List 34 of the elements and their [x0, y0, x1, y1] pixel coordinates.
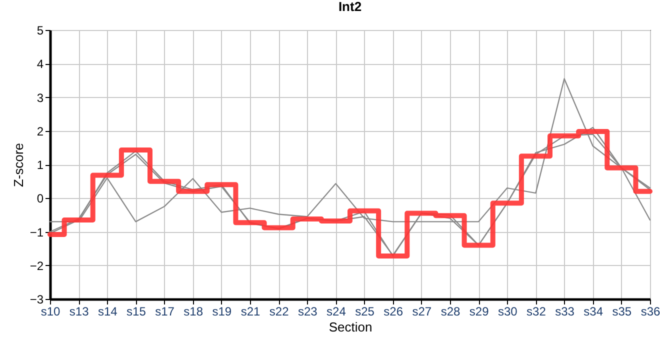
y-tick-label: 2: [36, 124, 44, 138]
x-tick-label: s23: [298, 304, 318, 318]
y-axis-title: Z-score: [10, 142, 26, 188]
x-tick-label: s32: [526, 304, 546, 318]
x-tick-label: s28: [440, 304, 460, 318]
y-tick-label: 5: [36, 24, 44, 38]
chart-title: Int2: [338, 0, 362, 14]
y-tick-label: −2: [30, 258, 44, 273]
x-tick-label: s22: [269, 304, 290, 318]
x-tick-label: s27: [412, 304, 432, 318]
x-tick-label: s29: [469, 304, 490, 318]
x-tick-label: s33: [555, 304, 575, 318]
x-tick-label: s34: [584, 304, 604, 318]
x-tick-label: s36: [640, 304, 660, 318]
x-tick-label: s17: [155, 304, 175, 318]
x-tick-label: s26: [384, 304, 404, 318]
x-tick-label: s24: [326, 304, 346, 318]
y-tick-label: 0: [36, 192, 44, 206]
x-tick-label: s35: [612, 304, 632, 318]
x-axis-title: Section: [328, 320, 372, 334]
y-tick-label: 3: [36, 90, 44, 105]
x-tick-label: s18: [184, 304, 204, 318]
x-tick-label: s25: [355, 304, 375, 318]
y-tick-label: −1: [30, 225, 44, 240]
x-tick-label: s30: [498, 304, 518, 318]
y-tick-label: −3: [30, 292, 44, 306]
x-tick-label: s14: [98, 304, 118, 318]
x-tick-label: s19: [212, 304, 232, 318]
x-tick-label: s10: [40, 304, 60, 318]
x-tick-label: s13: [69, 304, 90, 318]
x-tick-label: s15: [126, 304, 146, 318]
x-tick-label: s21: [240, 304, 260, 318]
y-tick-label: 4: [36, 57, 44, 72]
y-tick-label: 1: [36, 158, 44, 172]
